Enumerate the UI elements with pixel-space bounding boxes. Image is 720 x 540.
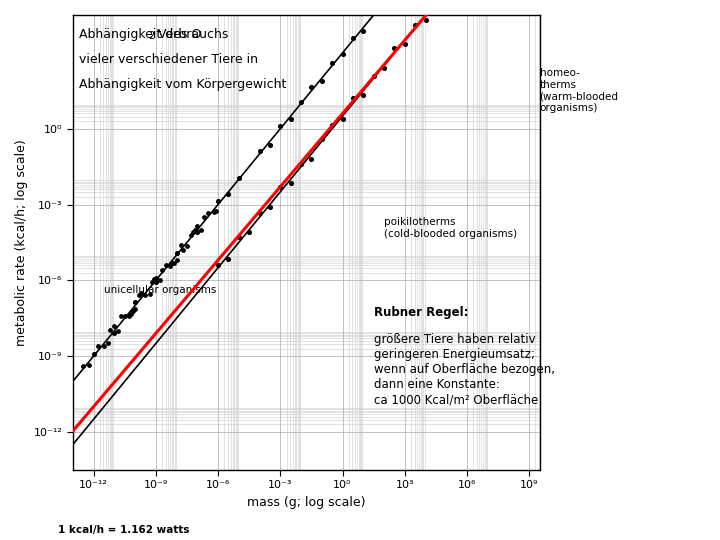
Point xyxy=(347,33,359,42)
Point xyxy=(389,44,400,52)
Point xyxy=(358,90,369,99)
Point xyxy=(253,209,265,218)
Point xyxy=(337,114,348,123)
Point xyxy=(144,290,156,299)
Point xyxy=(177,246,189,254)
Text: 2: 2 xyxy=(148,31,155,42)
Point xyxy=(171,256,182,265)
Point xyxy=(109,321,120,330)
Point xyxy=(253,147,265,156)
Point xyxy=(196,226,207,234)
Point xyxy=(140,291,151,300)
Point xyxy=(175,241,186,249)
Point xyxy=(125,310,137,319)
Point xyxy=(104,325,116,334)
Point xyxy=(88,349,99,358)
Point xyxy=(130,305,141,314)
Point xyxy=(306,83,318,91)
Point xyxy=(295,160,307,168)
Point xyxy=(92,342,104,350)
Text: Rubner Regel:: Rubner Regel: xyxy=(374,306,468,319)
Point xyxy=(78,362,89,370)
Point xyxy=(146,277,158,286)
Point xyxy=(208,208,220,217)
Text: unicellular organisms: unicellular organisms xyxy=(104,285,216,295)
Point xyxy=(135,289,147,298)
Point xyxy=(130,298,141,306)
Point xyxy=(233,233,245,242)
Point xyxy=(166,258,178,267)
Point xyxy=(222,190,234,199)
Point xyxy=(316,134,328,143)
Point xyxy=(210,206,222,215)
Point xyxy=(198,213,210,221)
Point xyxy=(264,141,276,150)
Point xyxy=(274,122,286,131)
Point xyxy=(156,266,168,274)
Point xyxy=(222,254,234,263)
Point xyxy=(399,40,410,49)
Text: Abhängigkeit des O: Abhängigkeit des O xyxy=(79,28,202,40)
Point xyxy=(189,226,201,234)
Point xyxy=(185,231,197,239)
Point xyxy=(326,120,338,129)
Point xyxy=(274,183,286,191)
Text: homeo-
therms
(warm-blooded
organisms): homeo- therms (warm-blooded organisms) xyxy=(539,69,618,113)
Point xyxy=(285,179,297,187)
Point xyxy=(285,114,297,123)
X-axis label: mass (g; log scale): mass (g; log scale) xyxy=(247,496,366,509)
Point xyxy=(113,327,125,335)
Point xyxy=(150,273,161,282)
Point xyxy=(98,342,109,350)
Y-axis label: metabolic rate (kcal/h; log scale): metabolic rate (kcal/h; log scale) xyxy=(15,139,28,346)
Point xyxy=(181,242,193,251)
Point xyxy=(358,27,369,36)
Point xyxy=(368,71,379,80)
Point xyxy=(326,59,338,68)
Point xyxy=(154,276,166,285)
Point xyxy=(148,275,160,284)
Point xyxy=(133,291,145,300)
Point xyxy=(119,312,130,320)
Point xyxy=(84,361,95,369)
Point xyxy=(316,76,328,85)
Text: poikilotherms
(cold-blooded organisms): poikilotherms (cold-blooded organisms) xyxy=(384,217,517,239)
Point xyxy=(337,50,348,58)
Text: Verbrauchs: Verbrauchs xyxy=(154,28,228,40)
Text: größere Tiere haben relativ
geringeren Energieumsatz;
wenn auf Oberfläche bezoge: größere Tiere haben relativ geringeren E… xyxy=(374,333,554,407)
Point xyxy=(212,197,224,205)
Point xyxy=(243,228,255,237)
Text: vieler verschiedener Tiere in: vieler verschiedener Tiere in xyxy=(79,53,258,66)
Point xyxy=(212,261,224,269)
Point xyxy=(150,277,161,286)
Point xyxy=(114,312,126,320)
Point xyxy=(306,154,318,163)
Text: Abhängigkeit vom Körpergewicht: Abhängigkeit vom Körpergewicht xyxy=(79,78,287,91)
Point xyxy=(264,202,276,211)
Point xyxy=(295,98,307,106)
Point xyxy=(410,21,421,29)
Point xyxy=(192,228,203,237)
Point xyxy=(127,306,139,315)
Point xyxy=(187,228,199,237)
Text: 1 kcal/h = 1.162 watts: 1 kcal/h = 1.162 watts xyxy=(58,524,189,535)
Point xyxy=(420,16,431,24)
Point xyxy=(161,261,172,269)
Point xyxy=(192,221,203,230)
Point xyxy=(165,262,176,271)
Point xyxy=(378,64,390,72)
Point xyxy=(168,258,180,267)
Point xyxy=(109,329,120,338)
Point xyxy=(123,312,135,320)
Point xyxy=(347,94,359,103)
Point xyxy=(102,339,114,348)
Point xyxy=(171,248,182,257)
Point xyxy=(233,174,245,183)
Point xyxy=(202,209,213,218)
